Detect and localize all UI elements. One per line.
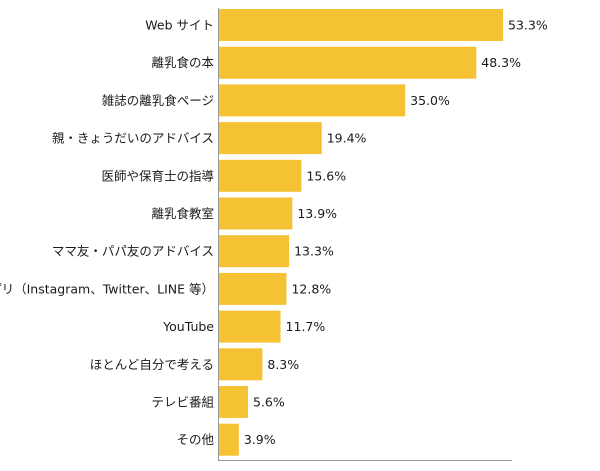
bar-8 (218, 310, 281, 343)
value-label-10: 5.6% (253, 395, 285, 410)
category-label-8: YouTube (162, 319, 214, 334)
value-label-6: 13.3% (294, 244, 334, 259)
value-label-3: 19.4% (327, 131, 367, 146)
category-label-11: その他 (176, 432, 214, 447)
bar-1 (218, 46, 477, 79)
bar-9 (218, 348, 263, 381)
value-label-5: 13.9% (297, 206, 337, 221)
bar-3 (218, 122, 322, 155)
category-label-3: 親・きょうだいのアドバイス (52, 131, 214, 146)
category-label-7: アプリ（Instagram、Twitter、LINE 等） (0, 281, 214, 296)
bar-7 (218, 272, 287, 305)
category-label-9: ほとんど自分で考える (90, 357, 214, 372)
value-label-7: 12.8% (291, 281, 331, 296)
category-label-6: ママ友・パパ友のアドバイス (52, 244, 214, 259)
bars-group (218, 9, 503, 456)
category-label-10: テレビ番組 (151, 395, 214, 410)
category-label-1: 離乳食の本 (151, 55, 214, 70)
bar-10 (218, 386, 248, 418)
bar-6 (218, 235, 290, 268)
value-label-11: 3.9% (244, 432, 276, 447)
value-label-2: 35.0% (410, 93, 450, 108)
category-label-2: 雑誌の離乳食ページ (102, 93, 214, 108)
bar-11 (218, 423, 239, 456)
bar-4 (218, 159, 302, 192)
category-label-0: Web サイト (145, 18, 214, 33)
value-label-0: 53.3% (508, 18, 548, 33)
value-label-1: 48.3% (481, 55, 521, 70)
value-label-9: 8.3% (267, 357, 299, 372)
value-label-4: 15.6% (306, 168, 346, 183)
category-label-4: 医師や保育士の指導 (101, 168, 214, 183)
category-labels: Web サイト離乳食の本雑誌の離乳食ページ親・きょうだいのアドバイス医師や保育士… (0, 18, 214, 448)
bar-2 (218, 84, 406, 117)
category-label-5: 離乳食教室 (151, 206, 214, 221)
value-label-8: 11.7% (286, 319, 326, 334)
value-labels: 53.3% 48.3% 35.0% 19.4% 15.6% 13.9% 13.3% 12.8%… (244, 18, 548, 448)
bar-5 (218, 197, 293, 230)
bar-0 (218, 9, 503, 41)
